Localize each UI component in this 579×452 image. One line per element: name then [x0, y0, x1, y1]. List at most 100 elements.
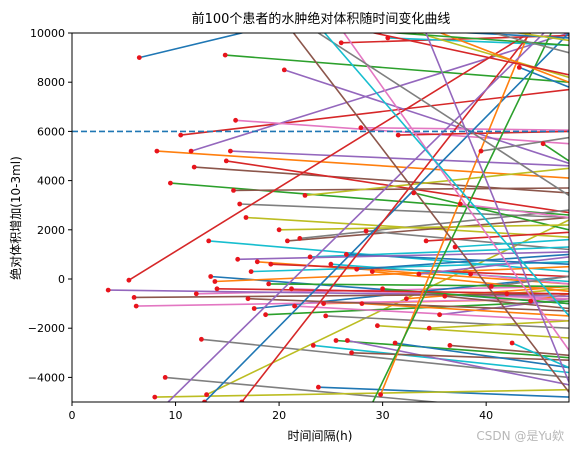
series-point-18 — [243, 215, 249, 220]
x-axis: 0 10 20 30 40 — [69, 402, 493, 422]
series-point-39 — [385, 35, 391, 41]
series-point-23 — [268, 261, 274, 267]
series-line-28 — [304, 167, 569, 197]
series-point-5 — [191, 164, 197, 170]
series-line-75 — [247, 297, 569, 312]
series-point-58 — [152, 394, 158, 400]
series-point-50 — [516, 65, 522, 70]
series-line-46 — [460, 203, 569, 219]
series-point-37 — [363, 228, 369, 234]
y-axis: −4000 −2000 0 2000 4000 6000 8000 10000 — [28, 27, 72, 384]
series-line-71 — [361, 302, 569, 317]
series-line-13 — [226, 160, 569, 214]
y-axis-label: 绝对体积增加(10-3ml) — [8, 156, 23, 280]
series-point-49 — [509, 340, 515, 346]
series-line-68 — [279, 224, 569, 231]
series-line-64 — [418, 256, 569, 275]
series-point-24 — [281, 67, 287, 73]
series-point-46 — [457, 201, 463, 207]
series-point-68 — [276, 227, 282, 233]
series-line-50 — [519, 66, 569, 88]
series-point-53 — [126, 277, 132, 283]
series-line-90 — [455, 33, 569, 39]
series-line-37 — [366, 230, 569, 251]
x-tick-label-20: 20 — [272, 409, 286, 422]
series-line-42 — [413, 192, 569, 231]
series-line-14 — [230, 150, 569, 167]
series-point-16 — [233, 117, 239, 123]
series-line-99 — [528, 29, 569, 32]
series-point-63 — [395, 132, 401, 138]
series-point-64 — [416, 271, 422, 277]
series-line-66 — [470, 273, 569, 285]
series-point-4 — [188, 148, 194, 154]
series-line-40 — [394, 342, 569, 369]
y-tick-label-2000: 2000 — [37, 224, 65, 237]
series-line-27 — [299, 209, 569, 240]
series-point-40 — [392, 340, 398, 346]
series-point-98 — [484, 26, 489, 31]
series-point-20 — [251, 306, 257, 311]
series-point-10 — [208, 274, 214, 279]
series-point-22 — [263, 312, 268, 318]
series-line-32 — [335, 339, 569, 359]
series-line-57 — [165, 376, 444, 402]
series-point-91 — [432, 28, 437, 33]
series-line-73 — [216, 288, 569, 295]
series-point-77 — [323, 313, 329, 319]
series-point-17 — [237, 201, 243, 207]
series-point-3 — [178, 132, 184, 138]
series-point-83 — [239, 399, 245, 402]
series-point-84 — [161, 405, 166, 410]
series-point-45 — [447, 343, 453, 348]
series-point-78 — [426, 325, 432, 331]
series-line-3 — [180, 88, 569, 136]
series-line-25 — [287, 216, 569, 242]
y-tick-label-0: 0 — [58, 273, 65, 286]
series-line-81 — [379, 33, 530, 395]
series-point-55 — [131, 295, 137, 300]
series-point-34 — [345, 338, 350, 343]
series-point-8 — [204, 392, 210, 397]
series-point-1 — [154, 148, 160, 154]
series-point-54 — [105, 287, 111, 293]
series-point-99 — [525, 27, 530, 32]
series-line-67 — [491, 275, 569, 288]
series-point-14 — [228, 148, 233, 154]
series-line-15 — [233, 187, 569, 192]
y-tick-label-8000: 8000 — [37, 76, 65, 89]
series-point-12 — [222, 52, 228, 58]
series-line-77 — [325, 315, 569, 329]
series-line-86 — [343, 33, 569, 351]
series-line-34 — [347, 339, 569, 386]
series-line-16 — [235, 119, 569, 145]
series-point-38 — [375, 323, 380, 329]
series-point-56 — [133, 303, 139, 309]
marker-layer — [105, 26, 546, 410]
series-point-65 — [442, 293, 448, 299]
series-point-48 — [504, 291, 510, 297]
series-line-89 — [323, 33, 569, 317]
series-point-74 — [235, 256, 241, 262]
series-point-80 — [202, 399, 207, 402]
series-line-65 — [444, 295, 569, 310]
series-point-27 — [297, 236, 303, 241]
series-point-61 — [369, 269, 375, 274]
series-line-0 — [139, 33, 246, 59]
series-line-94 — [425, 33, 569, 383]
series-point-67 — [488, 284, 494, 289]
series-line-82 — [371, 33, 553, 402]
series-line-12 — [225, 54, 569, 83]
series-point-81 — [378, 392, 383, 397]
series-line-59 — [330, 263, 569, 283]
series-point-29 — [310, 343, 316, 348]
series-point-31 — [321, 301, 326, 306]
series-line-84 — [166, 33, 546, 402]
series-point-25 — [285, 238, 290, 244]
series-line-87 — [316, 33, 569, 197]
series-point-57 — [162, 375, 168, 380]
plot-frame — [71, 32, 570, 403]
series-line-78 — [429, 320, 569, 329]
series-line-76 — [294, 305, 569, 322]
